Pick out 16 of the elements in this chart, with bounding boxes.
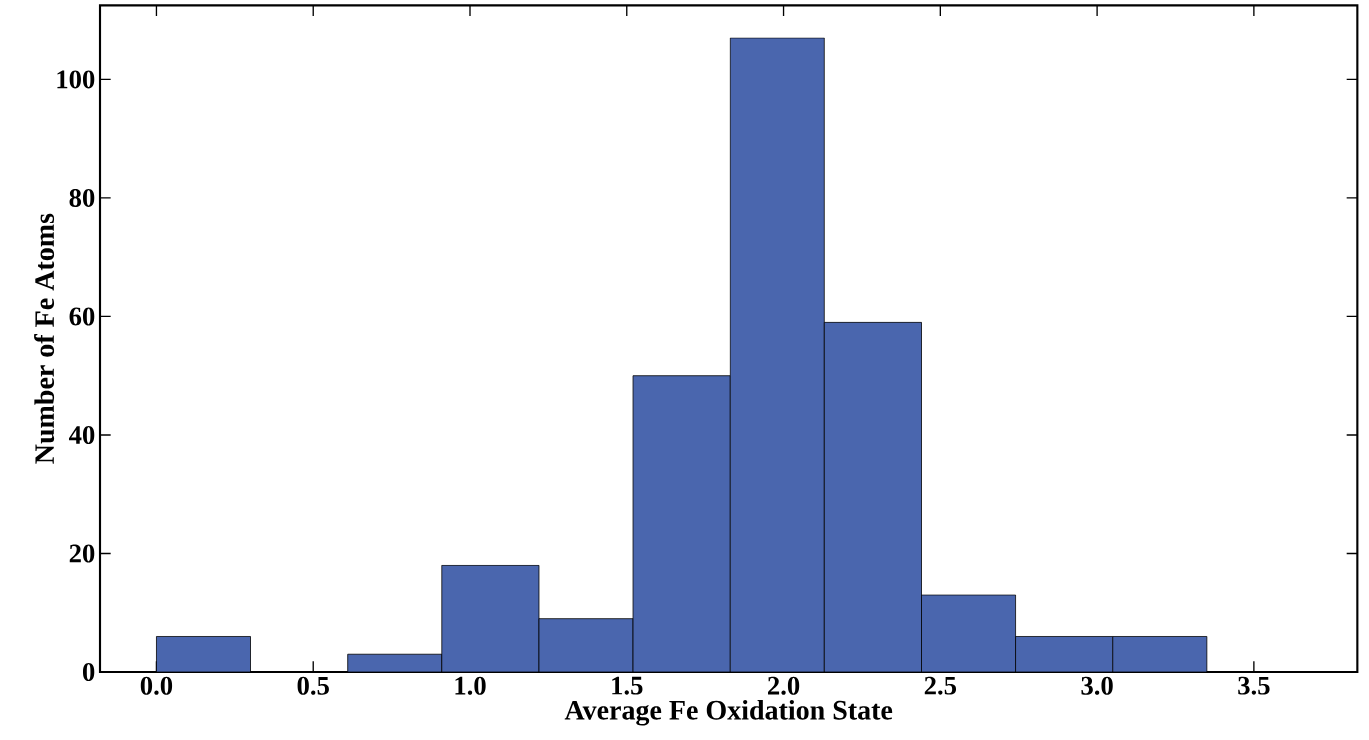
x-tick-label: 3.5 [1238,676,1270,695]
x-tick-label: 2.5 [924,676,957,695]
y-tick-label: 20 [69,544,95,563]
x-tick-label: 1.5 [612,676,643,695]
x-tick-label: 3.0 [1081,676,1113,695]
y-tick-label: 0 [82,663,95,681]
x-tick-label: 1.0 [455,676,486,695]
y-tick-label: 40 [68,425,95,444]
x-tick-label: 2.0 [768,676,800,695]
y-axis-title: Number of Fe Atoms [34,213,55,464]
y-tick-label: 80 [69,188,95,207]
x-tick-label: 0.0 [140,676,173,695]
x-tick-label: 0.5 [297,676,329,695]
y-tick-label: 60 [69,307,95,326]
x-axis-title: Average Fe Oxidation State [564,699,893,726]
y-tick-label: 100 [57,70,95,89]
